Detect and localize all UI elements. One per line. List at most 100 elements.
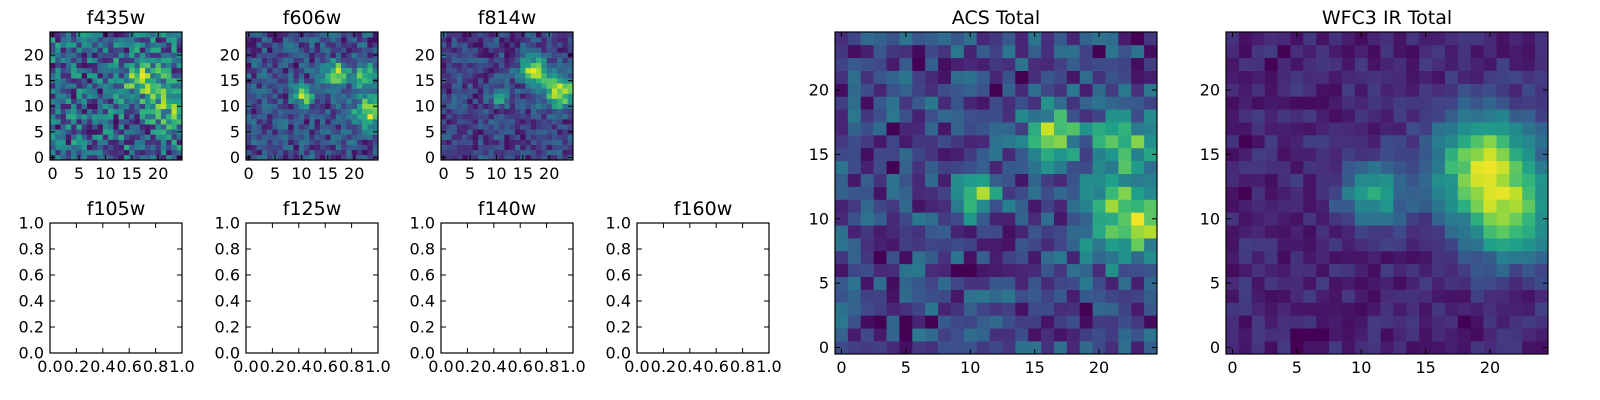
heatmap-cell — [989, 250, 1003, 265]
heatmap-cell — [282, 72, 289, 79]
heatmap-cell — [441, 88, 447, 94]
heatmap-cell — [1509, 57, 1523, 71]
heatmap-cell — [1028, 96, 1042, 110]
x-tick-label: 15 — [318, 164, 338, 183]
heatmap-cell — [1251, 147, 1265, 162]
heatmap-cell — [1251, 263, 1265, 278]
heatmap-cell — [314, 98, 321, 104]
heatmap-cell — [1105, 32, 1119, 46]
heatmap-cell — [1354, 32, 1368, 46]
axes-frame — [440, 31, 574, 161]
heatmap-cell — [145, 144, 151, 151]
heatmap-cell — [530, 42, 537, 48]
heatmap-cell — [899, 83, 913, 97]
heatmap-cell — [171, 139, 178, 145]
heatmap-cell — [134, 78, 141, 84]
heatmap-cell — [356, 154, 363, 161]
heatmap-cell — [108, 119, 114, 125]
heatmap-cell — [441, 72, 447, 79]
heatmap-cell — [1535, 199, 1549, 213]
heatmap-cell — [1053, 173, 1068, 187]
heatmap-cell — [446, 37, 452, 43]
heatmap-cell — [1105, 109, 1119, 123]
heatmap-cell — [1329, 199, 1343, 213]
heatmap-cell — [1028, 122, 1042, 136]
heatmap-cell — [60, 67, 67, 74]
heatmap-cell — [530, 144, 537, 151]
heatmap-cell — [319, 103, 326, 110]
heatmap-cell — [330, 42, 337, 48]
heatmap-cell — [1509, 238, 1523, 252]
heatmap-cell — [499, 108, 505, 115]
heatmap-cell — [835, 341, 849, 355]
heatmap-cell — [963, 83, 977, 97]
heatmap-cell — [309, 57, 315, 64]
heatmap-cell — [356, 129, 363, 135]
heatmap-cell — [1367, 186, 1381, 200]
heatmap-cell — [314, 149, 321, 156]
heatmap-cell — [50, 42, 56, 48]
heatmap-cell — [925, 263, 939, 278]
heatmap-cell — [1041, 57, 1055, 71]
heatmap-cell — [76, 72, 82, 79]
heatmap-cell — [139, 144, 146, 151]
heatmap-cell — [446, 103, 452, 110]
heatmap-cell — [129, 57, 135, 64]
heatmap-cell — [1002, 32, 1016, 46]
heatmap-cell — [113, 139, 119, 145]
axes-frame — [49, 222, 183, 354]
heatmap-cell — [362, 108, 368, 115]
heatmap-cell — [477, 62, 484, 69]
heatmap-cell — [76, 78, 82, 84]
heatmap-cell — [1367, 276, 1381, 290]
heatmap-cell — [50, 62, 56, 69]
heatmap-cell — [251, 124, 257, 130]
heatmap-cell — [1303, 225, 1317, 239]
heatmap-cell — [314, 88, 321, 94]
heatmap-cell — [1457, 289, 1472, 303]
heatmap-cell — [1226, 199, 1240, 213]
heatmap-cell — [1002, 276, 1016, 290]
heatmap-cell — [938, 147, 952, 162]
heatmap-cell — [1118, 147, 1132, 162]
heatmap-cell — [362, 129, 368, 135]
heatmap-cell — [488, 93, 495, 99]
heatmap-cell — [509, 52, 516, 58]
heatmap-cell — [113, 144, 119, 151]
heatmap-cell — [335, 144, 342, 151]
y-tick-label: 5 — [425, 122, 435, 141]
heatmap-cell — [493, 119, 500, 125]
heatmap-cell — [1290, 289, 1304, 303]
heatmap-cell — [288, 88, 294, 94]
heatmap-cell — [1509, 289, 1523, 303]
heatmap-cell — [71, 144, 77, 151]
heatmap-cell — [102, 139, 109, 145]
heatmap-cell — [267, 103, 273, 110]
heatmap-cell — [493, 103, 500, 110]
heatmap-cell — [346, 129, 352, 135]
heatmap-cell — [488, 149, 495, 156]
heatmap-cell — [1092, 32, 1106, 46]
heatmap-cell — [1079, 44, 1093, 59]
heatmap-cell — [160, 129, 167, 135]
y-tick-label: 1.0 — [410, 214, 435, 233]
heatmap-cell — [499, 144, 505, 151]
heatmap-cell — [76, 42, 82, 48]
heatmap-cell — [160, 37, 167, 43]
heatmap-cell — [1041, 173, 1055, 187]
heatmap-cell — [446, 83, 452, 89]
heatmap-cell — [1053, 341, 1068, 355]
heatmap-cell — [1444, 238, 1459, 252]
heatmap-cell — [886, 147, 900, 162]
heatmap-cell — [950, 147, 965, 162]
heatmap-cell — [335, 52, 342, 58]
heatmap-cell — [1303, 263, 1317, 278]
heatmap-cell — [1329, 160, 1343, 174]
heatmap-cell — [123, 119, 130, 125]
heatmap-cell — [1380, 135, 1394, 149]
heatmap-cell — [1393, 96, 1407, 110]
heatmap-cell — [166, 52, 172, 58]
heatmap-cell — [488, 134, 495, 140]
heatmap-cell — [472, 144, 479, 151]
heatmap-cell — [176, 83, 183, 89]
